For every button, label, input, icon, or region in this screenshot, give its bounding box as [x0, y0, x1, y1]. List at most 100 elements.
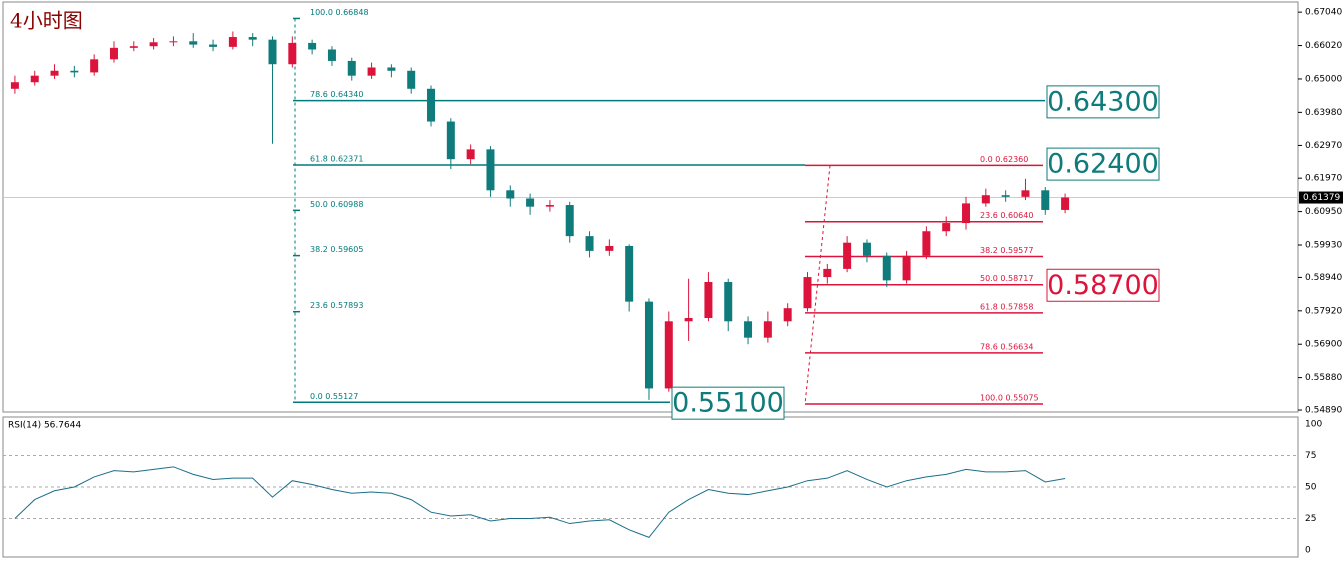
candle-body: [189, 41, 198, 45]
candle-body: [1061, 197, 1070, 210]
candle-body: [565, 205, 574, 237]
candle-body: [149, 42, 158, 47]
rsi-tick-label: 100: [1305, 420, 1322, 430]
candle-body: [129, 46, 138, 48]
last-price-label: 0.61379: [1303, 193, 1340, 203]
candle-body: [50, 70, 59, 76]
candle-body: [704, 281, 713, 319]
candle-body: [803, 277, 812, 309]
candle-body: [347, 60, 356, 76]
fib-trend: [804, 165, 831, 405]
fib-label: 50.0 0.58717: [980, 274, 1033, 283]
candle-body: [981, 195, 990, 204]
candle-body: [684, 318, 693, 322]
fib-label: 23.6 0.57893: [310, 301, 363, 310]
candle-body: [367, 67, 376, 76]
last-price-tag: [1299, 191, 1343, 204]
candle-body: [30, 75, 39, 83]
candle-body: [446, 121, 455, 160]
y-tick-label: 0.66020: [1305, 41, 1342, 51]
fib-label: 23.6 0.60640: [980, 211, 1033, 220]
y-tick-label: 0.59930: [1305, 240, 1342, 250]
candle-body: [387, 67, 396, 71]
price-box-label: 0.55100: [672, 388, 784, 419]
candle-body: [744, 321, 753, 338]
rsi-label: RSI(14) 56.7644: [8, 421, 81, 431]
fib-label: 61.8 0.62371: [310, 155, 363, 164]
candle-body: [783, 308, 792, 322]
candle-body: [545, 205, 554, 207]
price-box: [1046, 85, 1160, 119]
candle-body: [10, 82, 19, 89]
candle-body: [862, 242, 871, 256]
rsi-tick-label: 75: [1305, 451, 1316, 461]
candle-body: [843, 242, 852, 269]
fib-label: 50.0 0.60988: [310, 200, 363, 209]
candle-body: [763, 321, 772, 338]
candle-body: [288, 42, 297, 65]
fib-label: 0.0 0.62360: [980, 155, 1028, 164]
rsi-tick-label: 0: [1305, 546, 1311, 556]
rsi-tick-label: 50: [1305, 483, 1317, 493]
fib-label: 61.8 0.57858: [980, 302, 1033, 311]
candle-body: [664, 321, 673, 389]
candle-body: [526, 198, 535, 207]
candle-body: [70, 70, 79, 73]
y-tick-label: 0.62970: [1305, 141, 1342, 151]
candle-body: [506, 190, 515, 199]
price-box: [1046, 147, 1160, 181]
candle-body: [248, 37, 257, 40]
rsi-tick-label: 25: [1305, 514, 1316, 524]
y-tick-label: 0.63980: [1305, 108, 1342, 118]
y-tick-label: 0.65000: [1305, 74, 1342, 84]
price-box-label: 0.62400: [1047, 149, 1159, 180]
price-box-label: 0.64300: [1047, 86, 1159, 117]
candle-body: [486, 149, 495, 191]
y-tick-label: 0.60950: [1305, 207, 1342, 217]
candle-body: [1041, 190, 1050, 210]
main-frame: [2, 1, 1299, 413]
candle-body: [466, 149, 475, 160]
candle-body: [228, 37, 237, 47]
candle-body: [308, 42, 317, 50]
y-tick-label: 0.55880: [1305, 373, 1342, 383]
y-tick-label: 0.61970: [1305, 174, 1342, 184]
candle-body: [585, 236, 594, 251]
y-tick-label: 0.56900: [1305, 340, 1342, 350]
candle-body: [625, 245, 634, 302]
fib-label: 100.0 0.66848: [310, 8, 369, 17]
candle-body: [209, 44, 218, 47]
fib-label: 100.0 0.55075: [980, 393, 1039, 402]
candle-body: [922, 231, 931, 256]
candle-body: [427, 88, 436, 122]
candle-body: [407, 70, 416, 89]
price-box-label: 0.58700: [1047, 270, 1159, 301]
y-tick-label: 0.54890: [1305, 406, 1342, 416]
fib-label: 78.6 0.64340: [310, 90, 363, 99]
fib-label: 38.2 0.59577: [980, 246, 1033, 255]
price-box: [671, 386, 785, 420]
candle-body: [644, 301, 653, 389]
price-box: [1046, 268, 1160, 302]
chart-title: 4小时图: [10, 9, 83, 33]
candle-body: [902, 255, 911, 281]
y-tick-label: 0.67040: [1305, 8, 1342, 18]
candle-body: [605, 245, 614, 251]
candle-body: [1001, 195, 1010, 197]
candle-body: [327, 49, 336, 61]
fib-label: 78.6 0.56634: [980, 342, 1033, 351]
y-tick-label: 0.58940: [1305, 273, 1342, 283]
rsi-line: [14, 466, 1066, 538]
candle-body: [1021, 190, 1030, 197]
candle-body: [268, 39, 277, 65]
candle-body: [169, 41, 178, 43]
candle-body: [724, 281, 733, 322]
candle-body: [882, 255, 891, 281]
candle-body: [823, 268, 832, 278]
candle-body: [962, 203, 971, 224]
fib-label: 0.0 0.55127: [310, 392, 358, 401]
candle-body: [942, 223, 951, 232]
fib-label: 38.2 0.59605: [310, 245, 363, 254]
candle-body: [109, 47, 118, 60]
